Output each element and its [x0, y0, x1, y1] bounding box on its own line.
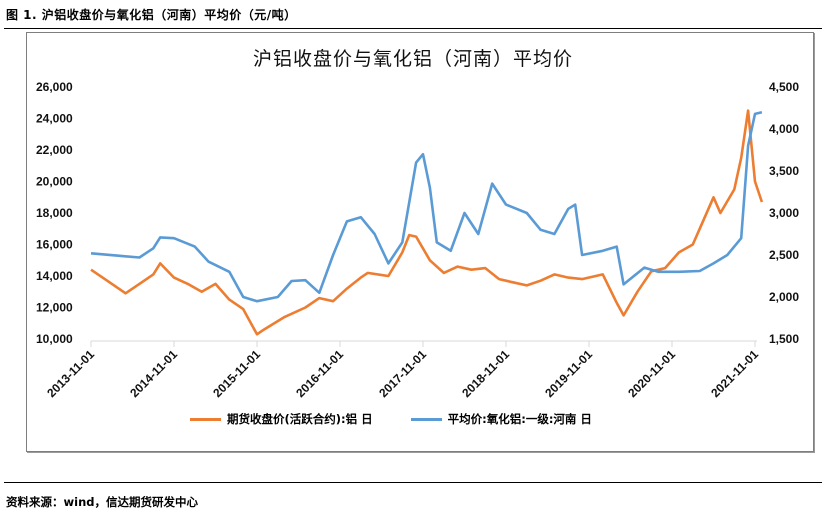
bottom-rule: [4, 482, 822, 483]
source-note: 资料来源：wind，信达期货研发中心: [6, 495, 198, 509]
chart-title: 沪铝收盘价与氧化铝（河南）平均价: [252, 48, 573, 70]
y-left-tick-label: 24,000: [36, 112, 73, 126]
top-rule: [4, 28, 822, 29]
y-left-tick-label: 18,000: [36, 206, 73, 220]
x-axis: 2013-11-01 2014-11-01 2015-11-01 2016-11-01…: [44, 340, 761, 400]
y-left-tick-label: 22,000: [36, 143, 73, 157]
y-left-tick-label: 12,000: [36, 301, 73, 315]
series-alumina-henan: [90, 110, 763, 303]
y-axis-right: 4,500 4,000 3,500 3,000 2,500 2,000 1,500: [769, 80, 799, 346]
chart-legend: 期货收盘价(活跃合约):铝 日 平均价:氧化铝:一级:河南 日: [190, 411, 592, 427]
y-right-tick-label: 4,000: [769, 122, 799, 136]
y-axis-left: 26,000 24,000 22,000 20,000 18,000 16,000 14,0…: [36, 80, 73, 346]
legend-item-alumina: 平均价:氧化铝:一级:河南 日: [410, 411, 592, 427]
legend-label-aluminum: 期货收盘价(活跃合约):铝 日: [227, 412, 373, 426]
y-left-tick-label: 20,000: [36, 175, 73, 189]
legend-label-alumina: 平均价:氧化铝:一级:河南 日: [447, 412, 592, 426]
y-left-tick-label: 10,000: [36, 332, 73, 346]
x-tick-label: 2016-11-01: [293, 347, 346, 400]
y-right-tick-label: 3,500: [769, 164, 799, 178]
x-tick-label: 2014-11-01: [127, 347, 180, 400]
y-left-tick-label: 14,000: [36, 269, 73, 283]
x-tick-label: 2018-11-01: [459, 347, 512, 400]
x-tick-label: 2021-11-01: [708, 347, 761, 400]
legend-swatch-orange: [190, 417, 221, 421]
y-right-tick-label: 2,000: [769, 290, 799, 304]
y-left-tick-label: 26,000: [36, 80, 73, 94]
y-right-tick-label: 3,000: [769, 206, 799, 220]
y-right-tick-label: 2,500: [769, 248, 799, 262]
y-left-tick-label: 16,000: [36, 238, 73, 252]
x-tick-label: 2020-11-01: [625, 347, 678, 400]
figure-caption: 图 1. 沪铝收盘价与氧化铝（河南）平均价（元/吨）: [6, 8, 297, 22]
x-tick-label: 2019-11-01: [542, 347, 595, 400]
y-right-tick-label: 4,500: [769, 80, 799, 94]
legend-item-aluminum: 期货收盘价(活跃合约):铝 日: [190, 411, 373, 427]
x-tick-label: 2017-11-01: [376, 347, 429, 400]
legend-swatch-blue: [410, 417, 442, 421]
y-right-tick-label: 1,500: [769, 332, 799, 346]
x-tick-label: 2015-11-01: [210, 347, 263, 400]
series-aluminum-futures: [90, 109, 764, 336]
x-tick-label: 2013-11-01: [44, 347, 97, 400]
